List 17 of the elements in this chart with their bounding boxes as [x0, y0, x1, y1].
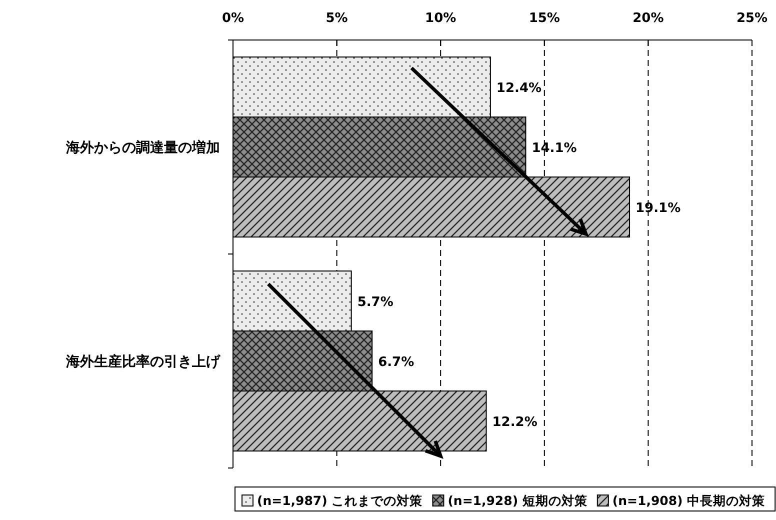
- data-label: 12.2%: [492, 415, 538, 430]
- legend-label: (n=1,908) 中長期の対策: [612, 493, 766, 508]
- legend-label: (n=1,987) これまでの対策: [257, 493, 423, 508]
- data-label: 5.7%: [357, 295, 394, 310]
- legend-label: (n=1,928) 短期の対策: [448, 493, 588, 508]
- x-tick-label: 25%: [736, 11, 768, 26]
- data-label: 14.1%: [532, 141, 577, 156]
- x-tick-label: 20%: [632, 11, 664, 26]
- x-tick-label: 5%: [326, 11, 348, 26]
- x-tick-label: 15%: [528, 11, 560, 26]
- y-tick-label: 海外生産比率の引き上げ: [65, 353, 221, 370]
- data-label: 6.7%: [378, 355, 414, 370]
- x-tick-label: 10%: [425, 11, 456, 26]
- data-label: 19.1%: [636, 201, 681, 216]
- data-label: 12.4%: [496, 81, 542, 96]
- x-tick-label: 0%: [222, 11, 244, 26]
- y-tick-label: 海外からの調達量の増加: [65, 139, 220, 156]
